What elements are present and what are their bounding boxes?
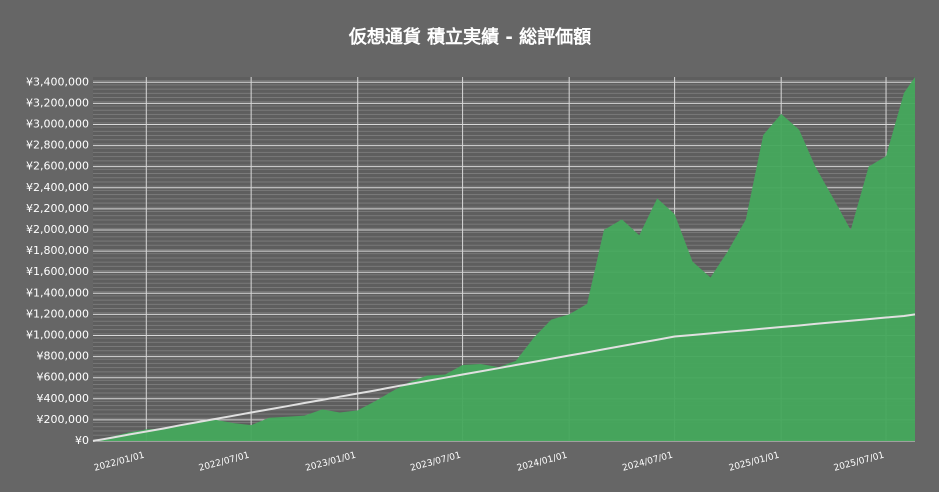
y-tick-label: ¥1,000,000 (26, 328, 89, 341)
y-tick-label: ¥1,400,000 (26, 286, 89, 299)
x-tick-label: 2022/01/01 (93, 451, 146, 474)
y-tick-label: ¥800,000 (37, 350, 90, 363)
y-tick-label: ¥3,400,000 (26, 75, 89, 88)
area (93, 77, 915, 441)
x-tick-label: 2024/07/01 (621, 451, 674, 474)
x-tick-label: 2022/07/01 (198, 451, 251, 474)
y-tick-label: ¥1,600,000 (26, 265, 89, 278)
y-tick-label: ¥0 (75, 434, 89, 447)
y-tick-label: ¥1,200,000 (26, 307, 89, 320)
y-tick-label: ¥600,000 (37, 371, 90, 384)
y-tick-label: ¥1,800,000 (26, 244, 89, 257)
x-tick-label: 2024/01/01 (516, 451, 569, 474)
y-tick-label: ¥2,000,000 (26, 223, 89, 236)
y-tick-label: ¥2,200,000 (26, 202, 89, 215)
y-tick-label: ¥3,200,000 (26, 96, 89, 109)
chart-title: 仮想通貨 積立実績 - 総評価額 (348, 26, 591, 48)
y-tick-label: ¥2,400,000 (26, 181, 89, 194)
x-tick-label: 2023/07/01 (409, 451, 462, 474)
line (92, 313, 916, 442)
y-tick-label: ¥2,600,000 (26, 160, 89, 173)
x-tick-label: 2023/01/01 (304, 451, 357, 474)
x-tick-label: 2025/01/01 (728, 451, 781, 474)
y-tick-label: ¥3,000,000 (26, 117, 89, 130)
x-tick-label: 2025/07/01 (833, 451, 886, 474)
y-tick-label: ¥2,800,000 (26, 139, 89, 152)
y-tick-label: ¥400,000 (37, 392, 90, 405)
y-tick-label: ¥200,000 (37, 413, 90, 426)
